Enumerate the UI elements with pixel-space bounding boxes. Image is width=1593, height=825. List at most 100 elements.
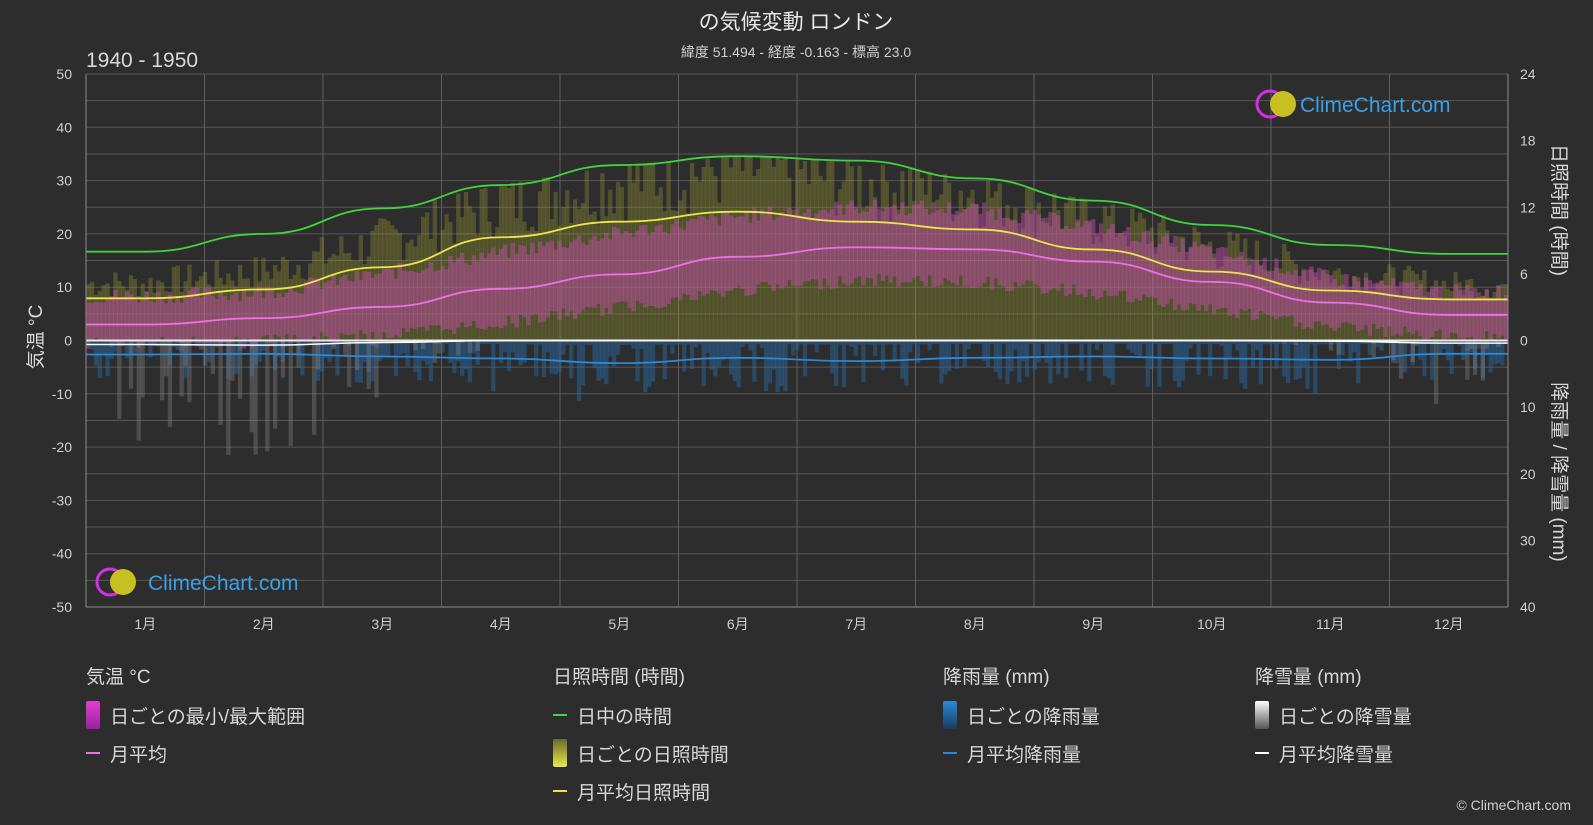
- logo-bottom-text: ClimeChart.com: [148, 572, 299, 595]
- temp-range-bar: [261, 297, 266, 337]
- sunshine-bar: [537, 191, 543, 341]
- rain-bar: [1028, 340, 1034, 344]
- rain-bar: [136, 340, 141, 344]
- rain-bar: [662, 340, 667, 380]
- sunshine-bar: [853, 208, 858, 341]
- sunshine-bar: [1297, 283, 1302, 341]
- sunshine-bar: [1387, 264, 1392, 341]
- sunshine-bar: [1028, 188, 1034, 341]
- rain-bar: [218, 340, 223, 344]
- temp-range-bar: [167, 291, 173, 343]
- temp-range-bar: [549, 240, 554, 312]
- temp-range-bar: [1169, 242, 1174, 299]
- temp-range-bar: [237, 300, 243, 339]
- rain-bar: [1418, 340, 1423, 360]
- temp-range-bar: [1219, 247, 1224, 309]
- temp-range-bar: [354, 270, 360, 343]
- rain-bar: [292, 340, 297, 344]
- sunshine-bar: [276, 271, 282, 341]
- rain-bar: [1402, 340, 1408, 373]
- sunshine-bar: [378, 218, 383, 341]
- sunshine-bar: [954, 215, 960, 341]
- temp-range-bar: [491, 247, 496, 328]
- temp-range-bar: [1091, 219, 1096, 296]
- sunshine-bar: [756, 169, 761, 341]
- sunshine-bar: [997, 183, 1002, 341]
- sunshine-bar: [1110, 204, 1115, 341]
- temp-range-bar: [1293, 269, 1299, 327]
- sunshine-bar: [1130, 208, 1135, 341]
- rain-bar: [397, 340, 402, 355]
- y-tick-label-left: -40: [52, 546, 72, 562]
- rain-bar: [915, 340, 921, 364]
- temp-range-bar: [1145, 230, 1150, 298]
- legend-sunshine: 日照時間 (時間) 日中の時間 日ごとの日照時間 月平均日照時間: [553, 662, 729, 810]
- rain-bar: [222, 340, 227, 344]
- temp-range-bar: [779, 212, 784, 289]
- y-tick-label-left: -50: [52, 599, 72, 615]
- rain-bar: [592, 340, 597, 369]
- x-tick-label: 11月: [1316, 616, 1345, 632]
- temp-range-bar: [1110, 223, 1115, 297]
- sunshine-bar: [1098, 242, 1104, 341]
- sunshine-bar: [1457, 282, 1462, 341]
- sunshine-bar: [900, 171, 905, 341]
- legend-rain: 降雨量 (mm) 日ごとの降雨量 月平均降雨量: [943, 662, 1100, 772]
- sunshine-bar: [654, 195, 660, 341]
- sunshine-bar: [1402, 269, 1408, 341]
- rain-bar: [183, 340, 188, 379]
- temp-range-bar: [444, 269, 449, 329]
- temp-range-bar: [1359, 287, 1365, 330]
- temp-range-bar: [467, 265, 473, 327]
- temp-range-bar: [974, 204, 979, 288]
- rain-bar: [1075, 340, 1080, 344]
- sunshine-bar: [475, 234, 480, 341]
- temp-range-bar: [1172, 235, 1178, 310]
- sunshine-bar: [1215, 268, 1221, 341]
- rain-bar: [576, 340, 582, 402]
- temp-range-bar: [561, 247, 566, 309]
- sunshine-bar: [183, 281, 188, 341]
- sunshine-bar: [1250, 274, 1256, 341]
- legend-label: 月平均降雪量: [1279, 744, 1394, 766]
- sunshine-bar: [382, 218, 387, 341]
- sunshine-bar: [1071, 196, 1076, 341]
- snow-bar: [460, 340, 465, 343]
- sunshine-bar: [308, 263, 313, 341]
- temp-range-bar: [787, 207, 792, 280]
- temp-range-bar: [1317, 267, 1322, 322]
- sunshine-bar: [685, 213, 691, 341]
- rain-bar: [1172, 340, 1178, 382]
- sunshine-bar: [144, 291, 149, 341]
- snow-bar: [331, 340, 336, 350]
- series-line: [85, 339, 1508, 346]
- temp-range-bar: [1266, 271, 1271, 316]
- temp-range-bar: [919, 200, 925, 282]
- sunshine-bar: [241, 278, 247, 341]
- snow-bar: [210, 340, 215, 374]
- rain-bar: [374, 340, 379, 348]
- y-tick-label-left: -30: [52, 492, 72, 508]
- sunshine-bar: [187, 264, 192, 341]
- rain-swatch: [943, 701, 957, 729]
- snow-bar: [179, 340, 184, 397]
- rain-bar: [865, 340, 870, 345]
- rain-bar: [939, 340, 944, 384]
- snow-bar: [183, 340, 188, 367]
- temp-range-bar: [163, 303, 169, 340]
- rain-bar: [393, 340, 399, 377]
- sunshine-bar: [1320, 270, 1326, 341]
- sunshine-bar: [1211, 253, 1217, 341]
- temp-range-bar: [1021, 212, 1026, 285]
- rain-bar: [245, 340, 251, 346]
- sunshine-bar: [1075, 221, 1080, 341]
- rain-bar: [163, 340, 169, 344]
- sunshine-bar: [202, 271, 208, 341]
- rain-bar: [362, 340, 367, 363]
- temp-range-bar: [876, 208, 882, 274]
- rain-bar: [685, 340, 691, 345]
- sunshine-bar: [806, 184, 812, 341]
- rain-bar: [304, 340, 309, 344]
- rain-bar: [253, 340, 258, 365]
- rain-bar: [966, 340, 971, 350]
